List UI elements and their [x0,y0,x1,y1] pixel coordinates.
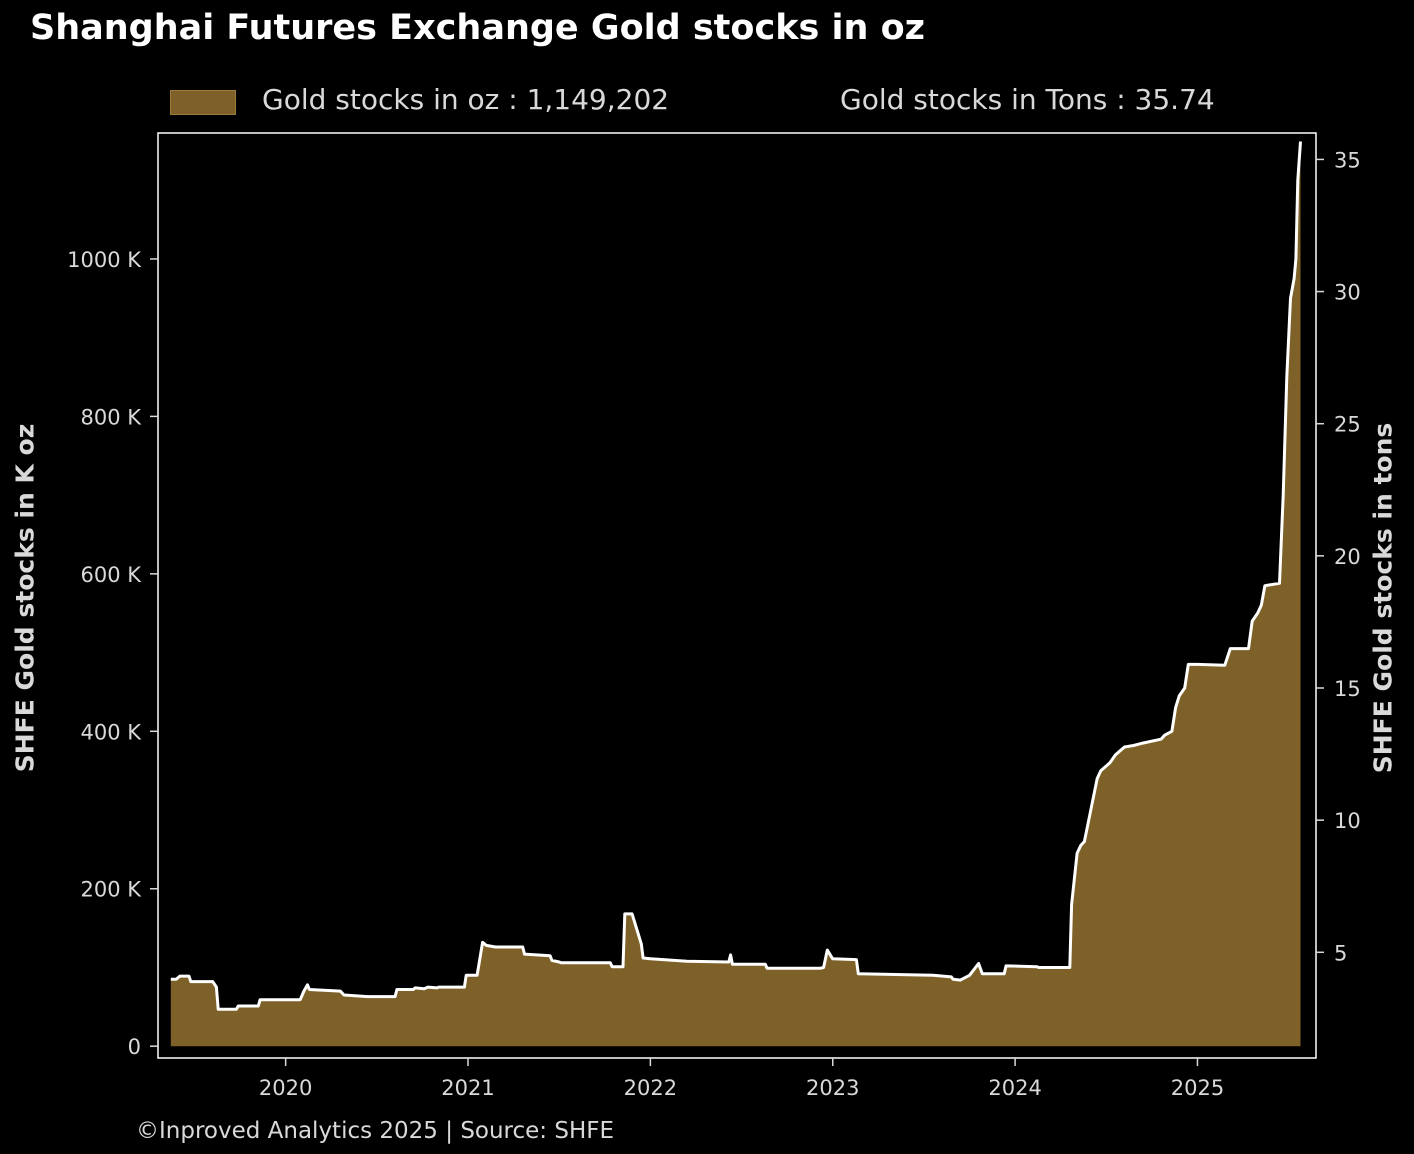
x-tick-label: 2025 [1171,1076,1224,1100]
y-tick-label-right: 35 [1334,148,1361,172]
x-tick-label: 2021 [441,1076,494,1100]
x-tick-label: 2020 [259,1076,312,1100]
y-tick-label-right: 30 [1334,281,1361,305]
x-tick-label: 2023 [806,1076,859,1100]
plot-frame [157,132,1317,1059]
x-tick-label: 2022 [624,1076,677,1100]
series-line-0 [170,141,1302,1011]
y-tick-label-right: 10 [1334,809,1361,833]
y-tick-label-left: 200 K [80,878,142,902]
y-tick-label-left: 400 K [80,720,142,744]
y-tick-label-left: 0 [128,1035,141,1059]
chart-title: Shanghai Futures Exchange Gold stocks in… [30,8,926,48]
x-tick-label: 2024 [988,1076,1041,1100]
y-tick-label-left: 800 K [80,405,142,429]
series-area-0 [170,141,1301,1047]
y-tick-label-right: 20 [1334,545,1361,569]
legend-swatch [170,90,236,115]
y-tick-label-right: 5 [1334,941,1347,965]
legend-label-tons: Gold stocks in Tons : 35.74 [840,83,1215,116]
y-tick-label-left: 600 K [80,563,142,587]
legend-label-oz: Gold stocks in oz : 1,149,202 [262,83,670,116]
y-tick-label-right: 25 [1334,413,1361,437]
y-tick-label-right: 15 [1334,677,1361,701]
y-tick-label-left: 1000 K [67,248,142,272]
source-note: ©Inproved Analytics 2025 | Source: SHFE [136,1118,615,1144]
